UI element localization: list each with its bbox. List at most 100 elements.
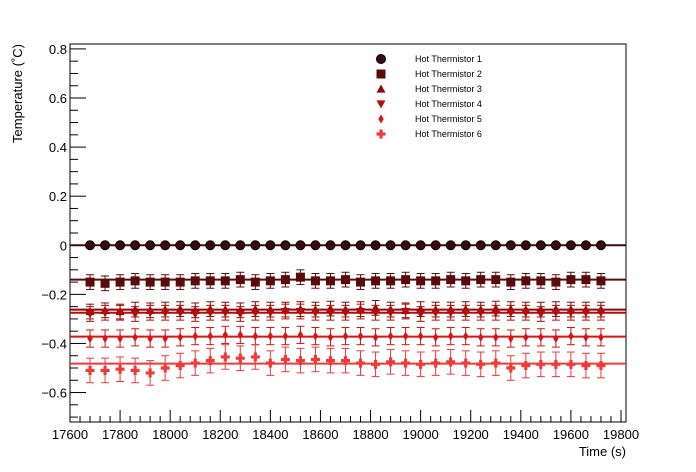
data-point bbox=[566, 309, 576, 318]
data-point bbox=[431, 276, 441, 286]
data-point bbox=[536, 310, 546, 319]
data-point bbox=[566, 359, 576, 369]
data-point bbox=[252, 331, 259, 341]
data-point bbox=[325, 240, 336, 251]
data-point bbox=[595, 240, 606, 251]
data-point bbox=[521, 361, 531, 371]
data-point bbox=[581, 309, 591, 318]
x-tick-label: 19800 bbox=[603, 427, 639, 442]
x-tick-label: 18200 bbox=[202, 427, 238, 442]
data-point bbox=[432, 332, 439, 342]
data-point bbox=[295, 356, 305, 366]
data-point bbox=[506, 363, 516, 373]
data-point bbox=[523, 332, 529, 342]
data-point bbox=[177, 332, 183, 342]
data-point bbox=[265, 276, 275, 286]
legend-marker bbox=[376, 54, 386, 64]
data-point bbox=[205, 240, 216, 251]
legend-marker bbox=[376, 84, 386, 93]
data-point bbox=[130, 276, 140, 286]
legend-marker bbox=[376, 69, 386, 79]
x-tick-label: 18600 bbox=[302, 427, 338, 442]
data-point bbox=[583, 332, 589, 342]
x-tick-label: 19000 bbox=[403, 427, 439, 442]
legend-label: Hot Thermistor 4 bbox=[415, 99, 482, 109]
data-point bbox=[100, 365, 110, 375]
data-point bbox=[372, 332, 379, 342]
data-point bbox=[205, 356, 215, 366]
data-point bbox=[416, 310, 426, 319]
data-point bbox=[371, 276, 381, 286]
data-point bbox=[280, 354, 290, 364]
data-point bbox=[340, 309, 350, 318]
data-point bbox=[175, 240, 186, 251]
data-point bbox=[130, 240, 141, 251]
data-point bbox=[463, 331, 469, 341]
data-point bbox=[536, 359, 546, 369]
data-point bbox=[85, 240, 96, 251]
y-tick-label: 0.8 bbox=[49, 42, 67, 57]
data-point bbox=[565, 240, 576, 251]
data-point bbox=[250, 240, 261, 251]
data-point bbox=[371, 309, 381, 318]
data-point bbox=[447, 331, 454, 341]
data-point bbox=[190, 358, 200, 368]
data-point bbox=[160, 363, 170, 373]
x-tick-label: 19200 bbox=[453, 427, 489, 442]
x-tick-label: 19400 bbox=[503, 427, 539, 442]
data-point bbox=[521, 309, 531, 318]
data-series bbox=[85, 240, 606, 386]
data-point bbox=[461, 276, 471, 286]
legend-label: Hot Thermistor 5 bbox=[415, 114, 482, 124]
data-point bbox=[282, 331, 289, 341]
data-point bbox=[325, 356, 335, 366]
data-point bbox=[402, 331, 409, 341]
data-point bbox=[340, 356, 350, 366]
data-point bbox=[85, 365, 95, 375]
data-point bbox=[551, 309, 561, 318]
data-point bbox=[102, 334, 108, 344]
legend-marker bbox=[376, 100, 386, 109]
data-point bbox=[325, 309, 335, 318]
series-6 bbox=[85, 344, 606, 386]
data-point bbox=[356, 307, 366, 317]
data-point bbox=[342, 331, 349, 341]
data-point bbox=[265, 309, 275, 318]
y-tick-label: 0.2 bbox=[49, 189, 67, 204]
data-point bbox=[205, 276, 215, 286]
data-point bbox=[145, 368, 155, 378]
data-point bbox=[596, 361, 606, 371]
data-point bbox=[117, 334, 123, 344]
data-point bbox=[461, 309, 471, 318]
data-point bbox=[491, 309, 501, 318]
data-point bbox=[115, 240, 126, 251]
data-point bbox=[357, 331, 364, 341]
data-point bbox=[356, 358, 366, 368]
data-point bbox=[100, 309, 110, 318]
data-point bbox=[508, 334, 514, 344]
data-point bbox=[446, 357, 456, 367]
data-point bbox=[87, 334, 93, 344]
data-point bbox=[162, 334, 168, 344]
data-point bbox=[476, 309, 486, 318]
data-point bbox=[265, 240, 276, 251]
data-point bbox=[132, 332, 138, 342]
data-point bbox=[235, 240, 246, 251]
data-point bbox=[295, 307, 305, 317]
data-point bbox=[551, 359, 561, 369]
data-point bbox=[400, 240, 411, 251]
data-point bbox=[267, 331, 274, 341]
data-point bbox=[461, 358, 471, 368]
data-point bbox=[237, 330, 244, 340]
data-point bbox=[446, 309, 456, 318]
series-2 bbox=[85, 269, 606, 292]
y-tick-label: −0.4 bbox=[41, 336, 67, 351]
data-point bbox=[295, 240, 306, 251]
x-tick-label: 17800 bbox=[102, 427, 138, 442]
data-point bbox=[220, 309, 230, 318]
data-point bbox=[160, 277, 170, 287]
data-point bbox=[280, 275, 290, 285]
legend-marker bbox=[378, 114, 384, 124]
axes: 17600 17800 18000 18200 18400 18600 18800 19000… bbox=[41, 42, 639, 442]
